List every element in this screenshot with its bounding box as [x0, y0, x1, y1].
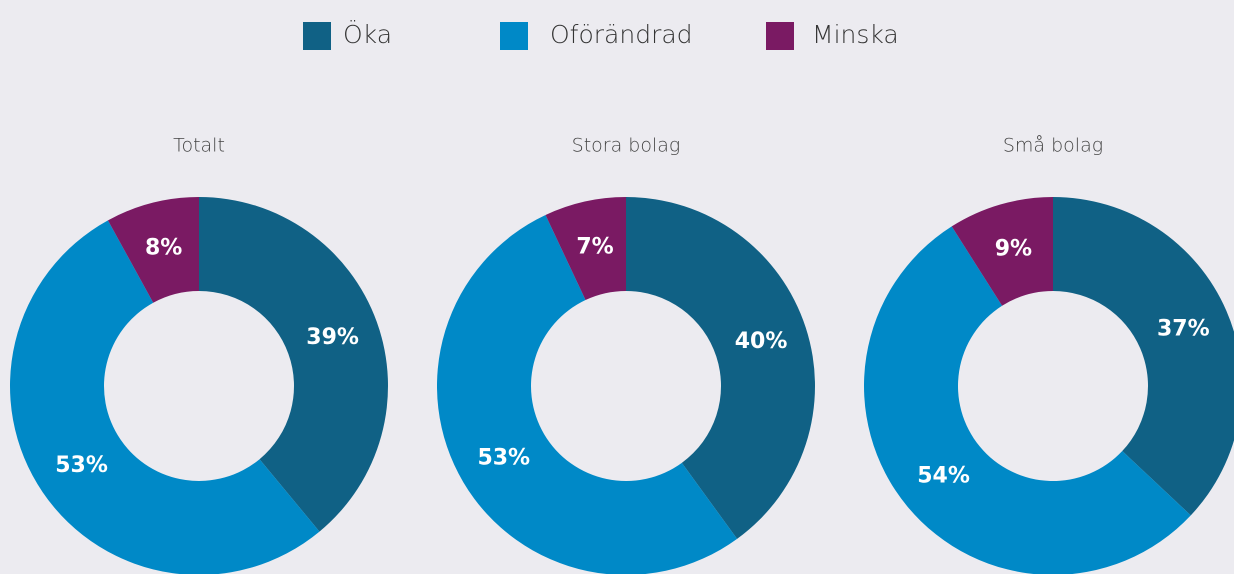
- donut-slice: [1053, 197, 1234, 516]
- donut-slice: [864, 226, 1191, 574]
- legend-swatch: [303, 22, 331, 50]
- data-label: 9%: [995, 237, 1032, 262]
- donut-slice: [626, 197, 816, 539]
- legend-label: Öka: [343, 19, 392, 49]
- data-label: 54%: [917, 464, 970, 489]
- donut-slice: [545, 197, 626, 301]
- legend-label: Oförändrad: [550, 20, 693, 49]
- legend-swatch: [500, 22, 528, 50]
- data-label: 40%: [735, 329, 788, 354]
- donut-slice: [107, 197, 199, 303]
- data-label: 37%: [1157, 317, 1210, 342]
- data-label: 53%: [477, 445, 530, 470]
- chart-title: Stora bolag: [572, 135, 681, 157]
- chart-title: Små bolag: [1003, 135, 1103, 157]
- legend-swatch: [766, 22, 794, 50]
- donut-slice: [951, 197, 1053, 306]
- data-label: 8%: [145, 235, 182, 260]
- legend-label: Minska: [812, 20, 899, 49]
- donut-slice: [437, 214, 738, 574]
- donut-slice: [10, 220, 320, 574]
- chart-title: Totalt: [173, 135, 225, 157]
- data-label: 39%: [306, 325, 359, 350]
- data-label: 53%: [55, 453, 108, 478]
- data-label: 7%: [576, 234, 613, 259]
- donut-slice: [199, 197, 389, 532]
